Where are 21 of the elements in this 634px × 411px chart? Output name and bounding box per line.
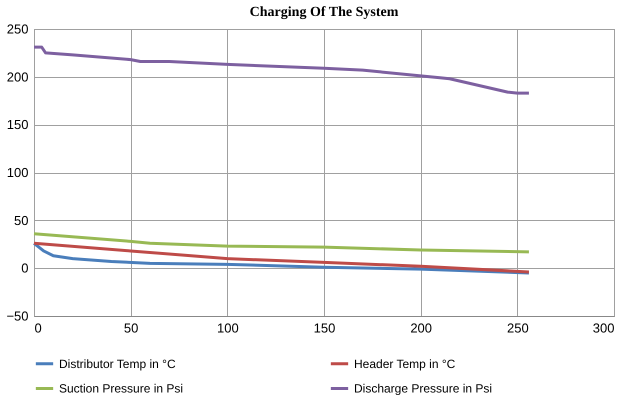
- legend-label: Discharge Pressure in Psi: [354, 382, 492, 396]
- chart-title: Charging Of The System: [250, 5, 399, 20]
- line-series: [32, 232, 530, 254]
- x-tick-label: 200: [410, 320, 432, 336]
- x-tick-label: 100: [216, 320, 239, 336]
- legend-label: Suction Pressure in Psi: [59, 382, 184, 396]
- legend-label: Header Temp in °C: [354, 356, 456, 371]
- x-tick-label: 250: [506, 320, 529, 336]
- x-tick-label: 0: [34, 320, 42, 336]
- y-tick-label: 0: [21, 260, 28, 276]
- y-tick-label: 50: [14, 212, 28, 228]
- x-tick-label: 50: [124, 320, 138, 336]
- x-tick-label: 300: [592, 320, 614, 336]
- y-tick-label: −50: [6, 308, 28, 324]
- y-tick-label: 100: [6, 165, 28, 180]
- y-tick-label: 200: [6, 69, 28, 84]
- y-tick-label: 150: [6, 117, 28, 132]
- legend-label: Distributor Temp in °C: [59, 356, 176, 371]
- line-series: [32, 46, 530, 95]
- x-tick-label: 150: [314, 320, 336, 336]
- y-tick-label: 250: [6, 22, 28, 36]
